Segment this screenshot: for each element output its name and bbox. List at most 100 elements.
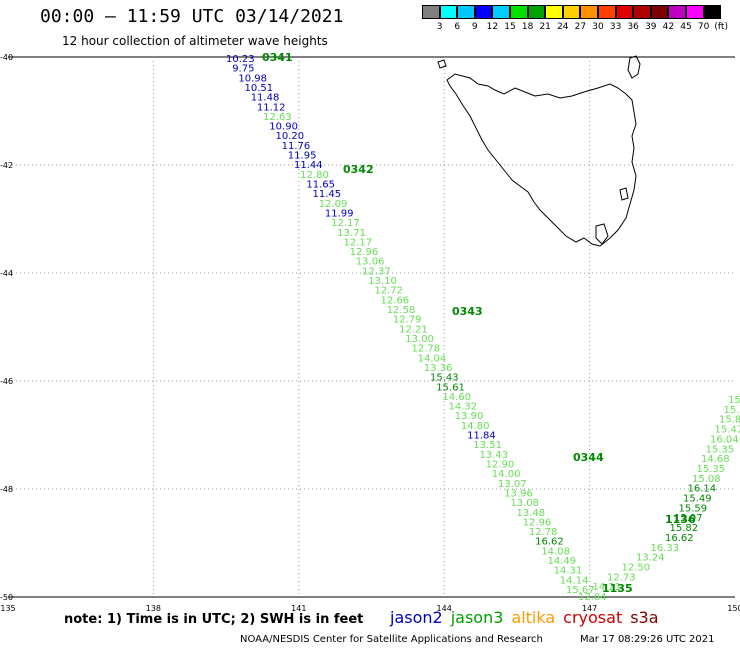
generated-timestamp: Mar 17 08:29:26 UTC 2021 (580, 634, 715, 645)
wave-height-reading: 13.71 (337, 228, 366, 239)
longitude-tick-label: 147 (582, 604, 597, 613)
wave-height-reading: 16.33 (651, 543, 680, 554)
color-scale-label: 3 (436, 22, 443, 32)
tasmania-outline (446, 73, 637, 247)
wave-height-reading: 13.24 (636, 553, 665, 564)
color-swatch (492, 5, 510, 19)
track-a-readings: 10.239.7510.9810.5111.4811.1212.6310.901… (226, 54, 595, 596)
wave-height-reading: 13.00 (405, 334, 434, 345)
color-swatch (580, 5, 598, 19)
pass-label: 0344 (573, 451, 604, 464)
wave-height-reading: 11.76 (282, 141, 311, 152)
wave-height-reading: 12.21 (399, 324, 428, 335)
color-swatch (650, 5, 669, 19)
wave-height-reading: 15.49 (683, 494, 712, 505)
color-swatch (422, 5, 440, 19)
wave-height-reading: 13.43 (480, 450, 509, 461)
wave-height-reading: 13.51 (473, 440, 502, 451)
wave-height-reading: 13.07 (498, 479, 527, 490)
color-scale-label: 9 (471, 22, 478, 32)
wave-height-reading: 15.5 (724, 405, 740, 416)
pass-label: 1136 (665, 513, 696, 526)
wave-height-reading: 10.20 (276, 131, 305, 142)
wave-height-reading: 15.35 (697, 464, 726, 475)
color-scale-label: 6 (454, 22, 461, 32)
credit-line: NOAA/NESDIS Center for Satellite Applica… (240, 634, 543, 645)
wave-height-reading: 15.82 (670, 523, 699, 534)
wave-height-reading: 10.51 (245, 83, 274, 94)
pass-label: 0341 (262, 51, 293, 64)
legend-jason2: jason2 (390, 608, 443, 627)
wave-height-reading: 13.48 (517, 508, 546, 519)
color-swatch (562, 5, 581, 19)
wave-height-reading: 10.98 (238, 73, 267, 84)
color-swatch (633, 5, 651, 19)
color-swatch (615, 5, 634, 19)
wave-height-reading: 10.90 (269, 122, 298, 133)
wave-height-reading: 11.45 (313, 189, 342, 200)
wave-height-reading: 13.06 (356, 257, 385, 268)
wave-height-reading: 12.80 (300, 170, 329, 181)
wave-height-reading: 14.08 (541, 546, 570, 557)
wave-height-reading: 15.43 (430, 373, 459, 384)
longitude-tick-label: 150 (727, 604, 740, 613)
color-swatch (685, 5, 704, 19)
color-scale-label: (ft) (714, 22, 728, 32)
wave-height-reading: 12.79 (393, 315, 422, 326)
wave-height-reading: 15.82 (719, 415, 740, 426)
wave-height-reading: 13.90 (455, 411, 484, 422)
wave-height-reading: 14.60 (442, 392, 471, 403)
color-scale-label: 45 (680, 22, 692, 32)
wave-height-reading: 14.00 (492, 469, 521, 480)
wave-height-reading: 14.31 (554, 566, 583, 577)
wave-height-reading: 15.97 (674, 513, 703, 524)
wave-height-reading: 15.61 (436, 382, 465, 393)
color-swatch (527, 5, 546, 19)
wave-height-reading: 12.78 (412, 344, 441, 355)
wave-height-reading: 11.44 (294, 160, 323, 171)
wave-height-reading: 12.84 (578, 592, 607, 603)
map-subtitle: 12 hour collection of altimeter wave hei… (62, 34, 328, 48)
maria-island (619, 187, 629, 201)
wave-height-reading: 11.12 (257, 102, 286, 113)
longitude-tick-label: 144 (437, 604, 452, 613)
color-scale-label: 70 (697, 22, 710, 32)
color-scale-label: 33 (609, 22, 622, 32)
latitude-tick-label: -44 (0, 269, 13, 278)
wave-height-reading: 11.48 (251, 93, 280, 104)
wave-height-reading: 15.47 (715, 425, 740, 436)
color-swatch (439, 5, 458, 19)
wave-height-reading: 9.75 (232, 64, 254, 75)
wave-height-reading: 12.37 (362, 266, 391, 277)
wave-height-reading: 15.59 (679, 503, 708, 514)
color-swatch (545, 5, 563, 19)
wave-height-reading: 12.17 (344, 237, 373, 248)
longitude-tick-label: 138 (146, 604, 161, 613)
latitude-tick-label: -46 (0, 377, 13, 386)
tasmania-coastline (437, 55, 641, 247)
color-scale-label: 36 (627, 22, 639, 32)
king-island (437, 59, 447, 69)
wave-height-reading: 12.72 (374, 286, 403, 297)
color-swatch (597, 5, 616, 19)
wave-height-reading: 12.17 (331, 218, 360, 229)
wave-height-reading: 14.49 (548, 556, 577, 567)
wave-height-reading: 15.08 (692, 474, 721, 485)
color-swatch (668, 5, 686, 19)
longitude-tick-label: 141 (291, 604, 306, 613)
wave-height-reading: 14.68 (701, 454, 730, 465)
wave-height-reading: 12.58 (387, 305, 416, 316)
wave-height-reading: 16.62 (535, 537, 564, 548)
wave-height-reading: 12.66 (381, 295, 410, 306)
color-scale-labels: 3 6 9 12 15 18 21 24 27 30 33 36 39 42 45 70 (ft) (422, 22, 740, 34)
wave-height-reading: 13.96 (504, 489, 533, 500)
color-scale-bar (422, 5, 722, 21)
wave-height-reading: 12.50 (622, 563, 651, 574)
color-scale-label: 27 (574, 22, 587, 32)
wave-height-reading: 10.23 (226, 54, 255, 65)
map-axis-ticks: 135 138 141 144 147 150 -40 -42 -44 -46 -48 -50 (0, 53, 740, 613)
wave-height-reading: 13.08 (510, 498, 539, 509)
wave-height-reading: 14.21 (593, 582, 622, 593)
pass-label: 0343 (452, 305, 483, 318)
wave-height-reading: 12.96 (523, 517, 552, 528)
